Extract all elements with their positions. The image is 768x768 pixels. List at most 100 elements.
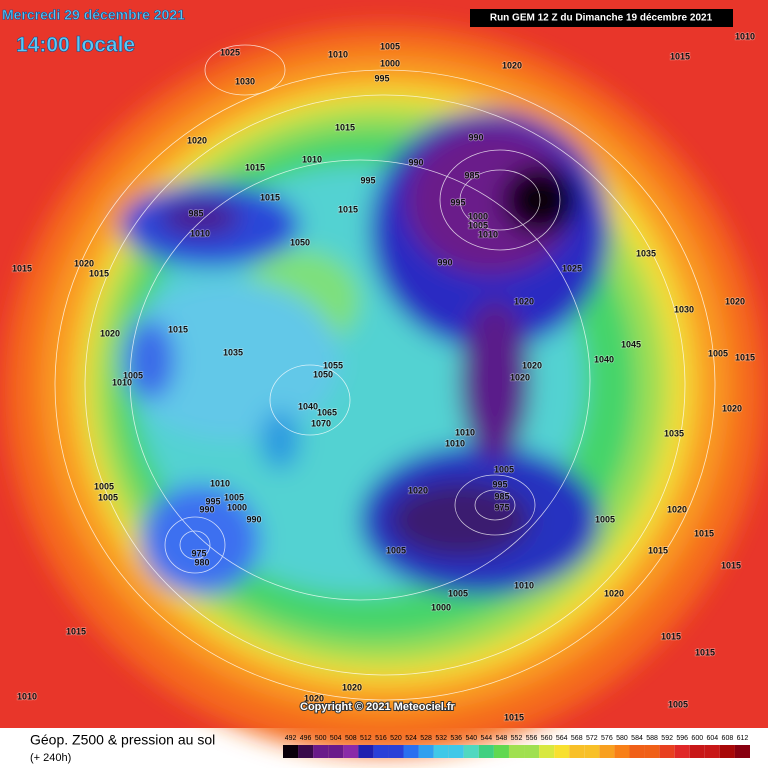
pressure-label: 1035	[636, 248, 656, 258]
colorbar-cell	[569, 745, 585, 758]
colorbar-cell	[433, 745, 449, 758]
colorbar-cell	[554, 745, 570, 758]
pressure-label: 1020	[502, 60, 522, 70]
colorbar-cell	[358, 745, 374, 758]
pressure-label: 1045	[621, 339, 641, 349]
pressure-label: 1015	[168, 324, 188, 334]
colorbar-label: 588	[646, 735, 658, 742]
pressure-label: 1005	[468, 220, 488, 230]
copyright: Copyright © 2021 Meteociel.fr	[300, 701, 456, 713]
colorbar-label: 592	[661, 735, 673, 742]
colorbar-cell	[298, 745, 314, 758]
colorbar-cell	[599, 745, 615, 758]
pressure-label: 1020	[667, 504, 687, 514]
colorbar-label: 520	[390, 735, 402, 742]
pressure-label: 1010	[455, 427, 475, 437]
pressure-label: 1015	[12, 263, 32, 273]
colorbar-label: 528	[420, 735, 432, 742]
pressure-label: 1015	[648, 545, 668, 555]
colorbar-cell	[313, 745, 329, 758]
pressure-label: 1015	[335, 122, 355, 132]
colorbar-label: 492	[285, 735, 297, 742]
pressure-label: 1050	[313, 369, 333, 379]
colorbar-label: 536	[450, 735, 462, 742]
forecast-time: 14:00 locale	[16, 34, 135, 57]
pressure-label: 1010	[112, 377, 132, 387]
colorbar-cell	[508, 745, 525, 758]
pressure-label: 1005	[224, 492, 244, 502]
pressure-label: 990	[437, 257, 452, 267]
pressure-label: 1015	[670, 51, 690, 61]
pressure-label: 1020	[74, 258, 94, 268]
pressure-label: 1020	[522, 360, 542, 370]
colorbar-cell	[674, 745, 690, 758]
colorbar-label: 500	[315, 735, 327, 742]
colorbar-label: 516	[375, 735, 387, 742]
colorbar-cell	[448, 745, 464, 758]
pressure-label: 1005	[386, 545, 406, 555]
forecast-date: Mercredi 29 décembre 2021	[2, 7, 185, 23]
colorbar-cell	[734, 745, 750, 758]
pressure-label: 1020	[725, 296, 745, 306]
pressure-label: 1005	[668, 699, 688, 709]
pressure-label: 1015	[661, 631, 681, 641]
colorbar-label: 532	[435, 735, 447, 742]
pressure-label: 1020	[342, 682, 362, 692]
pressure-label: 1005	[94, 481, 114, 491]
colorbar-cell	[283, 745, 299, 758]
pressure-label: 1010	[478, 229, 498, 239]
colorbar-cell	[524, 745, 540, 758]
pressure-label: 1020	[514, 296, 534, 306]
pressure-label: 1005	[380, 41, 400, 51]
pressure-label: 1020	[304, 693, 324, 703]
pressure-label: 1030	[235, 76, 255, 86]
pressure-label: 1000	[468, 211, 488, 221]
colorbar-label: 548	[496, 735, 508, 742]
pressure-label: 1005	[494, 464, 514, 474]
pressure-label: 1015	[735, 352, 755, 362]
run-info: Run GEM 12 Z du Dimanche 19 décembre 202…	[490, 13, 713, 24]
colorbar-label: 540	[465, 735, 477, 742]
colorbar-label: 512	[360, 735, 372, 742]
colorbar-cell	[343, 745, 359, 758]
pressure-label: 1005	[708, 348, 728, 358]
pressure-label: 1020	[510, 372, 530, 382]
colorbar: 492 496 500 504 508 512 516 520 524 528 532 536 540 5…	[283, 735, 750, 758]
colorbar-label: 608	[722, 735, 734, 742]
pressure-label: 1020	[100, 328, 120, 338]
pressure-label: 985	[188, 208, 203, 218]
pressure-label: 1040	[298, 401, 318, 411]
colorbar-cell	[328, 745, 344, 758]
pressure-label: 1015	[504, 712, 524, 722]
colorbar-label: 600	[691, 735, 703, 742]
colorbar-label: 584	[631, 735, 643, 742]
colorbar-cell	[689, 745, 705, 758]
pressure-label: 1025	[220, 47, 240, 57]
pressure-label: 995	[492, 479, 507, 489]
run-box	[470, 9, 733, 27]
pressure-label: 1005	[595, 514, 615, 524]
pressure-label: 1005	[448, 588, 468, 598]
colorbar-cell	[644, 745, 660, 758]
colorbar-cell	[584, 745, 600, 758]
colorbar-label: 544	[481, 735, 493, 742]
colorbar-label: 576	[601, 735, 613, 742]
pressure-label: 995	[374, 73, 389, 83]
colorbar-label: 552	[511, 735, 523, 742]
colorbar-label: 556	[526, 735, 538, 742]
colorbar-cell	[478, 745, 494, 758]
pressure-label: 1030	[674, 304, 694, 314]
pressure-label: 1015	[694, 528, 714, 538]
pressure-label: 1070	[311, 418, 331, 428]
colorbar-cell	[614, 745, 630, 758]
pressure-label: 1015	[260, 192, 280, 202]
colorbar-label: 612	[737, 735, 749, 742]
footer-subtitle: (+ 240h)	[30, 752, 71, 764]
colorbar-cell	[719, 745, 735, 758]
pressure-label: 975	[494, 502, 509, 512]
pressure-label: 1015	[66, 626, 86, 636]
colorbar-label: 524	[405, 735, 417, 742]
pressure-label: 1000	[227, 502, 247, 512]
pressure-label: 990	[199, 504, 214, 514]
colorbar-cell	[629, 745, 645, 758]
